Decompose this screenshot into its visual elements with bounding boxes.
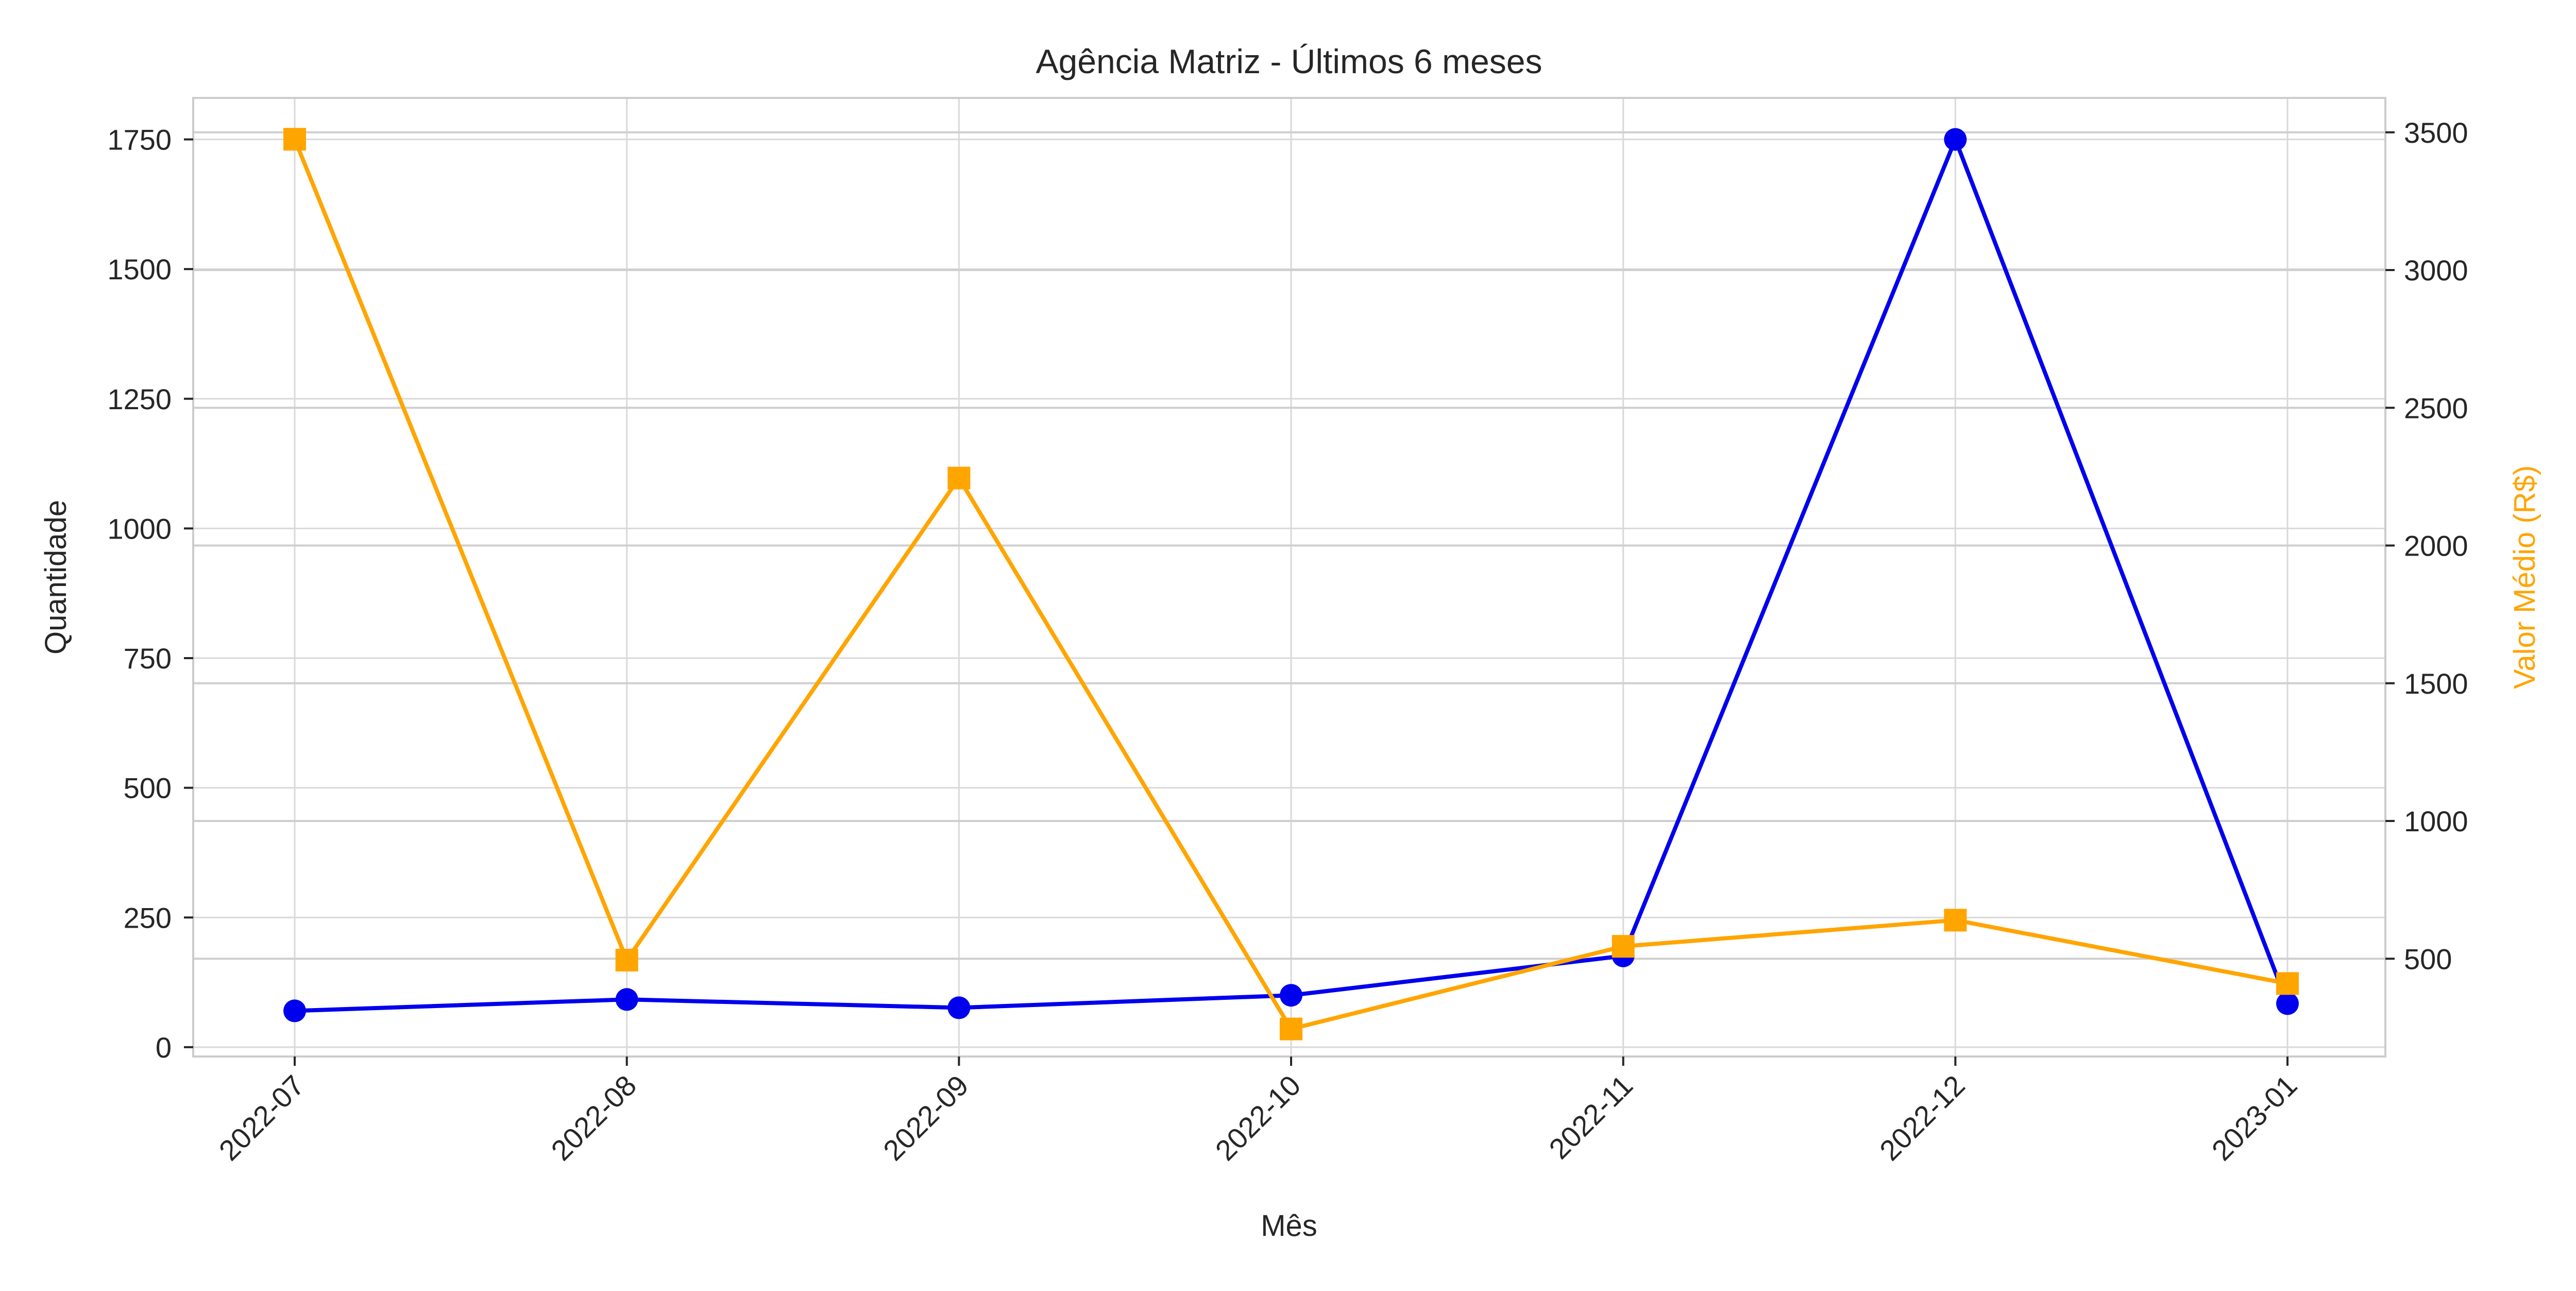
y-tick-label-right: 1500 bbox=[2404, 667, 2468, 700]
y-tick-label-right: 2500 bbox=[2404, 392, 2468, 424]
x-axis-label: Mês bbox=[1261, 1209, 1317, 1243]
series-quantidade bbox=[283, 128, 2299, 1022]
y-tick-label-right: 2000 bbox=[2404, 530, 2468, 562]
y-tick-label-left: 500 bbox=[124, 772, 172, 804]
y-tick-label-left: 1500 bbox=[107, 253, 172, 286]
y-tick-label-right: 500 bbox=[2404, 943, 2452, 975]
y-axis-label-left: Quantidade bbox=[39, 500, 73, 655]
plot-area-frame bbox=[192, 97, 2386, 1058]
data-point-square bbox=[2276, 972, 2299, 995]
data-point-square bbox=[283, 128, 306, 151]
y-tick-label-left: 1250 bbox=[107, 383, 172, 415]
y-tick-label-left: 1000 bbox=[107, 512, 172, 545]
data-point-circle bbox=[947, 996, 971, 1019]
series-valor-medio bbox=[283, 128, 2299, 1041]
data-point-square bbox=[1944, 909, 1967, 932]
data-point-square bbox=[947, 466, 971, 490]
y-tick-label-left: 0 bbox=[156, 1031, 172, 1064]
data-point-square bbox=[1280, 1017, 1302, 1041]
data-point-square bbox=[1612, 935, 1635, 958]
data-point-circle bbox=[615, 988, 638, 1011]
y-tick-label-right: 3000 bbox=[2404, 254, 2468, 287]
data-point-circle bbox=[283, 999, 306, 1022]
data-point-square bbox=[615, 948, 638, 971]
y-tick-label-right: 3500 bbox=[2404, 116, 2468, 149]
grid-lines bbox=[193, 98, 2385, 1057]
y-tick-label-left: 250 bbox=[124, 901, 172, 934]
y-tick-label-left: 750 bbox=[124, 642, 172, 675]
data-point-circle bbox=[2276, 992, 2299, 1015]
data-point-circle bbox=[1944, 128, 1967, 151]
y-axis-label-right: Valor Médio (R$) bbox=[2508, 465, 2541, 689]
y-tick-label-right: 1000 bbox=[2404, 805, 2468, 837]
series-layer bbox=[283, 128, 2299, 1041]
y-tick-label-left: 1750 bbox=[107, 124, 172, 156]
chart-title: Agência Matriz - Últimos 6 meses bbox=[1036, 42, 1543, 80]
data-point-circle bbox=[1280, 984, 1302, 1007]
